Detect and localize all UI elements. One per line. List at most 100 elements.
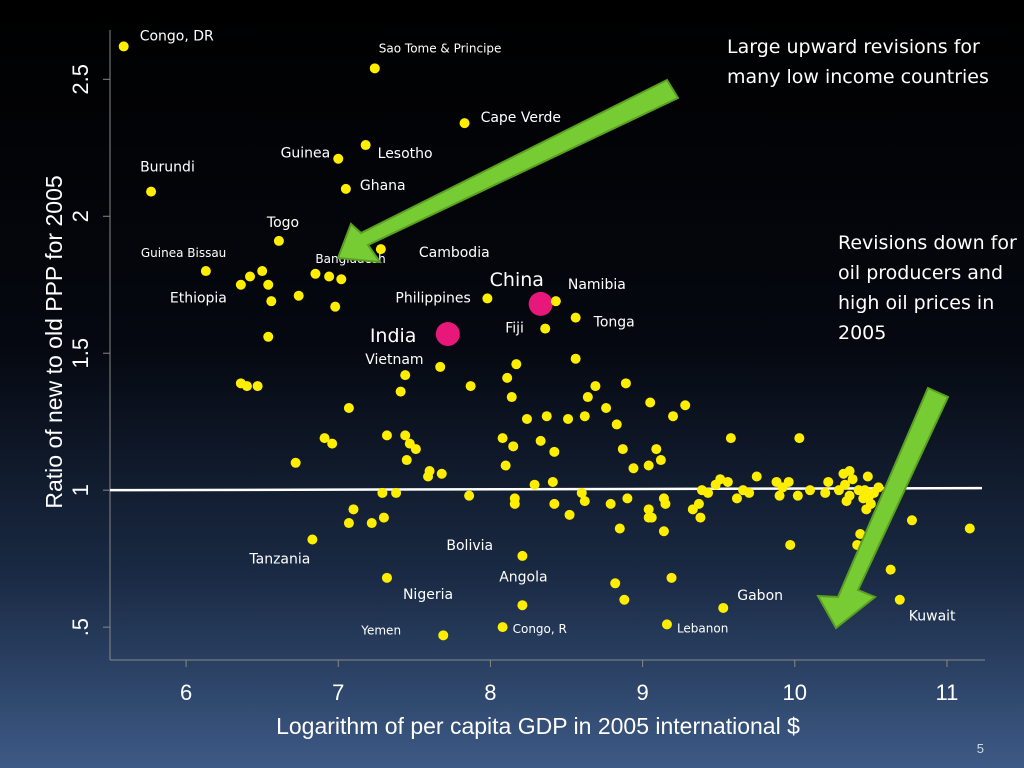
data-point <box>521 413 532 424</box>
labeled-point <box>235 279 246 290</box>
data-point <box>628 463 639 474</box>
labeled-point <box>340 183 351 194</box>
point-label: Vietnam <box>365 352 423 368</box>
point-label: Bolivia <box>446 538 493 554</box>
data-point <box>744 487 755 498</box>
data-point <box>330 301 341 312</box>
data-point <box>964 523 975 534</box>
point-label: China <box>490 269 544 291</box>
labeled-point <box>310 268 321 279</box>
data-point <box>885 564 896 575</box>
labeled-point <box>369 63 380 74</box>
data-point <box>601 403 612 413</box>
data-point <box>643 504 654 515</box>
data-point <box>497 433 508 444</box>
labeled-point <box>118 41 129 52</box>
point-label: Gabon <box>737 588 783 604</box>
point-label: Kuwait <box>909 609 956 625</box>
data-point <box>855 529 866 539</box>
labeled-point <box>375 244 386 255</box>
point-label: Togo <box>266 215 299 231</box>
data-point <box>722 476 733 487</box>
data-point <box>605 498 616 509</box>
labeled-point <box>307 534 318 545</box>
data-point <box>570 353 581 364</box>
data-point <box>502 372 513 383</box>
point-label: Congo, DR <box>140 28 214 44</box>
point-label: Tonga <box>593 315 635 331</box>
data-point <box>805 485 815 496</box>
data-point <box>715 474 726 485</box>
data-point <box>643 512 654 523</box>
data-point <box>378 512 389 523</box>
data-point <box>579 411 590 422</box>
data-point <box>862 471 873 482</box>
data-point <box>395 386 406 397</box>
data-point <box>666 572 677 583</box>
point-label: Fiji <box>505 321 524 337</box>
data-point <box>343 518 354 529</box>
point-label: Yemen <box>360 623 401 637</box>
labeled-point <box>333 153 344 164</box>
data-point <box>423 471 434 482</box>
data-point <box>290 457 301 468</box>
annotation-downward-revisions: Revisions down for oil producers and hig… <box>838 232 1017 344</box>
data-point <box>400 430 411 441</box>
data-point <box>785 539 796 550</box>
data-point <box>823 476 834 487</box>
slide-number: 5 <box>976 741 984 756</box>
data-point <box>508 441 519 452</box>
annotation-upward-revisions: Large upward revisions for many low inco… <box>727 36 989 88</box>
x-tick-label: 10 <box>783 680 807 705</box>
labeled-point <box>550 296 561 307</box>
x-tick-label: 7 <box>332 680 344 705</box>
point-label: Ghana <box>360 178 406 194</box>
highlight-point <box>528 291 553 316</box>
data-point <box>348 504 359 515</box>
data-point <box>547 476 558 487</box>
data-point <box>622 493 633 504</box>
data-point <box>517 600 528 611</box>
labeled-point <box>540 323 551 334</box>
data-point <box>529 479 540 490</box>
data-point <box>865 498 876 509</box>
data-point <box>658 526 669 537</box>
data-point <box>245 271 255 282</box>
data-point <box>464 490 475 501</box>
data-point <box>774 490 785 501</box>
data-point <box>541 411 552 422</box>
y-tick-label: 2.5 <box>68 64 93 95</box>
data-point <box>549 446 560 457</box>
data-point <box>794 433 805 444</box>
labeled-point <box>438 630 449 641</box>
y-tick-label: .5 <box>68 618 93 636</box>
labeled-point <box>482 293 493 304</box>
point-label: Tanzania <box>248 551 310 567</box>
data-point <box>293 290 304 301</box>
data-point <box>401 455 412 466</box>
data-point <box>263 279 274 290</box>
data-point <box>847 474 858 485</box>
data-point <box>324 271 335 282</box>
data-point <box>266 296 277 307</box>
labeled-point <box>200 266 211 277</box>
data-point <box>695 512 706 523</box>
y-tick-label: 1.5 <box>68 338 93 369</box>
data-point <box>617 444 628 455</box>
data-point <box>655 455 666 466</box>
data-point <box>319 433 330 444</box>
reference-line-group <box>109 486 983 492</box>
data-point <box>391 487 402 498</box>
y-tick-label: 1 <box>68 484 93 496</box>
data-point <box>680 400 691 411</box>
data-point <box>840 479 850 490</box>
data-point <box>751 471 762 482</box>
data-point <box>590 381 601 392</box>
data-point <box>336 274 347 285</box>
data-point <box>465 381 476 392</box>
data-point <box>511 359 522 370</box>
data-point <box>252 381 263 392</box>
point-label: Cape Verde <box>481 110 561 126</box>
point-label: Ethiopia <box>170 291 227 307</box>
